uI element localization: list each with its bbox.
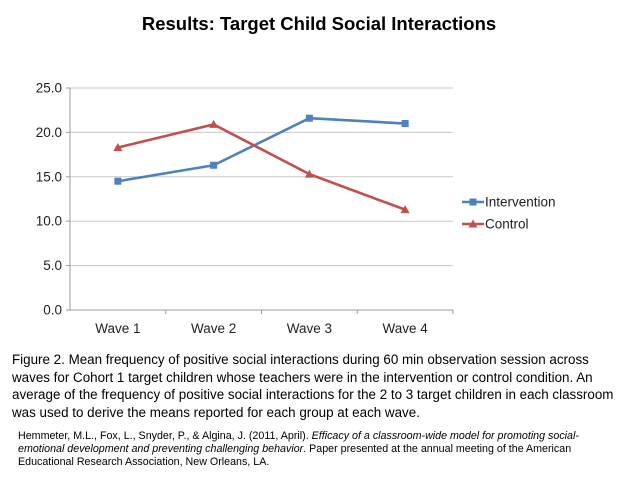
data-point-marker-control [209, 119, 219, 128]
data-point-marker-control [113, 142, 123, 151]
y-axis-label: 25.0 [36, 81, 62, 96]
data-point-marker-intervention [305, 114, 313, 122]
x-axis-label: Wave 1 [95, 321, 140, 336]
legend-label-control: Control [485, 217, 529, 232]
figure-caption: Figure 2. Mean frequency of positive soc… [12, 352, 614, 420]
legend-marker-control [468, 219, 478, 228]
y-axis-label: 20.0 [36, 125, 62, 140]
chart-area: 0.0 5.0 10.0 15.0 20.0 25.0 Wave 1 Wave 2 Wave 3… [0, 70, 638, 348]
citation-venue: . Paper presented at the annual meeting … [18, 443, 572, 468]
citation-title: Efficacy of a classroom-wide model for p… [18, 430, 579, 455]
data-point-marker-intervention [401, 120, 409, 128]
y-axis-label: 5.0 [43, 258, 62, 273]
y-axis-label: 10.0 [36, 214, 62, 229]
series-line-intervention [117, 116, 406, 183]
data-point-marker-control [400, 205, 410, 214]
series-line-control [117, 123, 406, 211]
data-point-marker-intervention [114, 177, 122, 185]
legend-label-intervention: Intervention [485, 195, 556, 210]
data-point-marker-intervention [210, 161, 218, 169]
x-axis-label: Wave 2 [191, 321, 236, 336]
x-axis-label: Wave 4 [382, 321, 428, 336]
y-axis-label: 0.0 [43, 303, 62, 318]
citation: Hemmeter, M.L., Fox, L., Snyder, P., & A… [18, 430, 603, 469]
page-title: Results: Target Child Social Interaction… [141, 13, 497, 34]
y-axis-label: 15.0 [36, 169, 62, 184]
citation-authors: Hemmeter, M.L., Fox, L., Snyder, P., & A… [18, 430, 312, 442]
line-chart: 0.0 5.0 10.0 15.0 20.0 25.0 Wave 1 Wave 2 Wave 3… [36, 81, 556, 337]
data-point-marker-control [304, 169, 314, 178]
legend-marker-intervention [469, 198, 477, 206]
x-axis-label: Wave 3 [287, 321, 332, 336]
